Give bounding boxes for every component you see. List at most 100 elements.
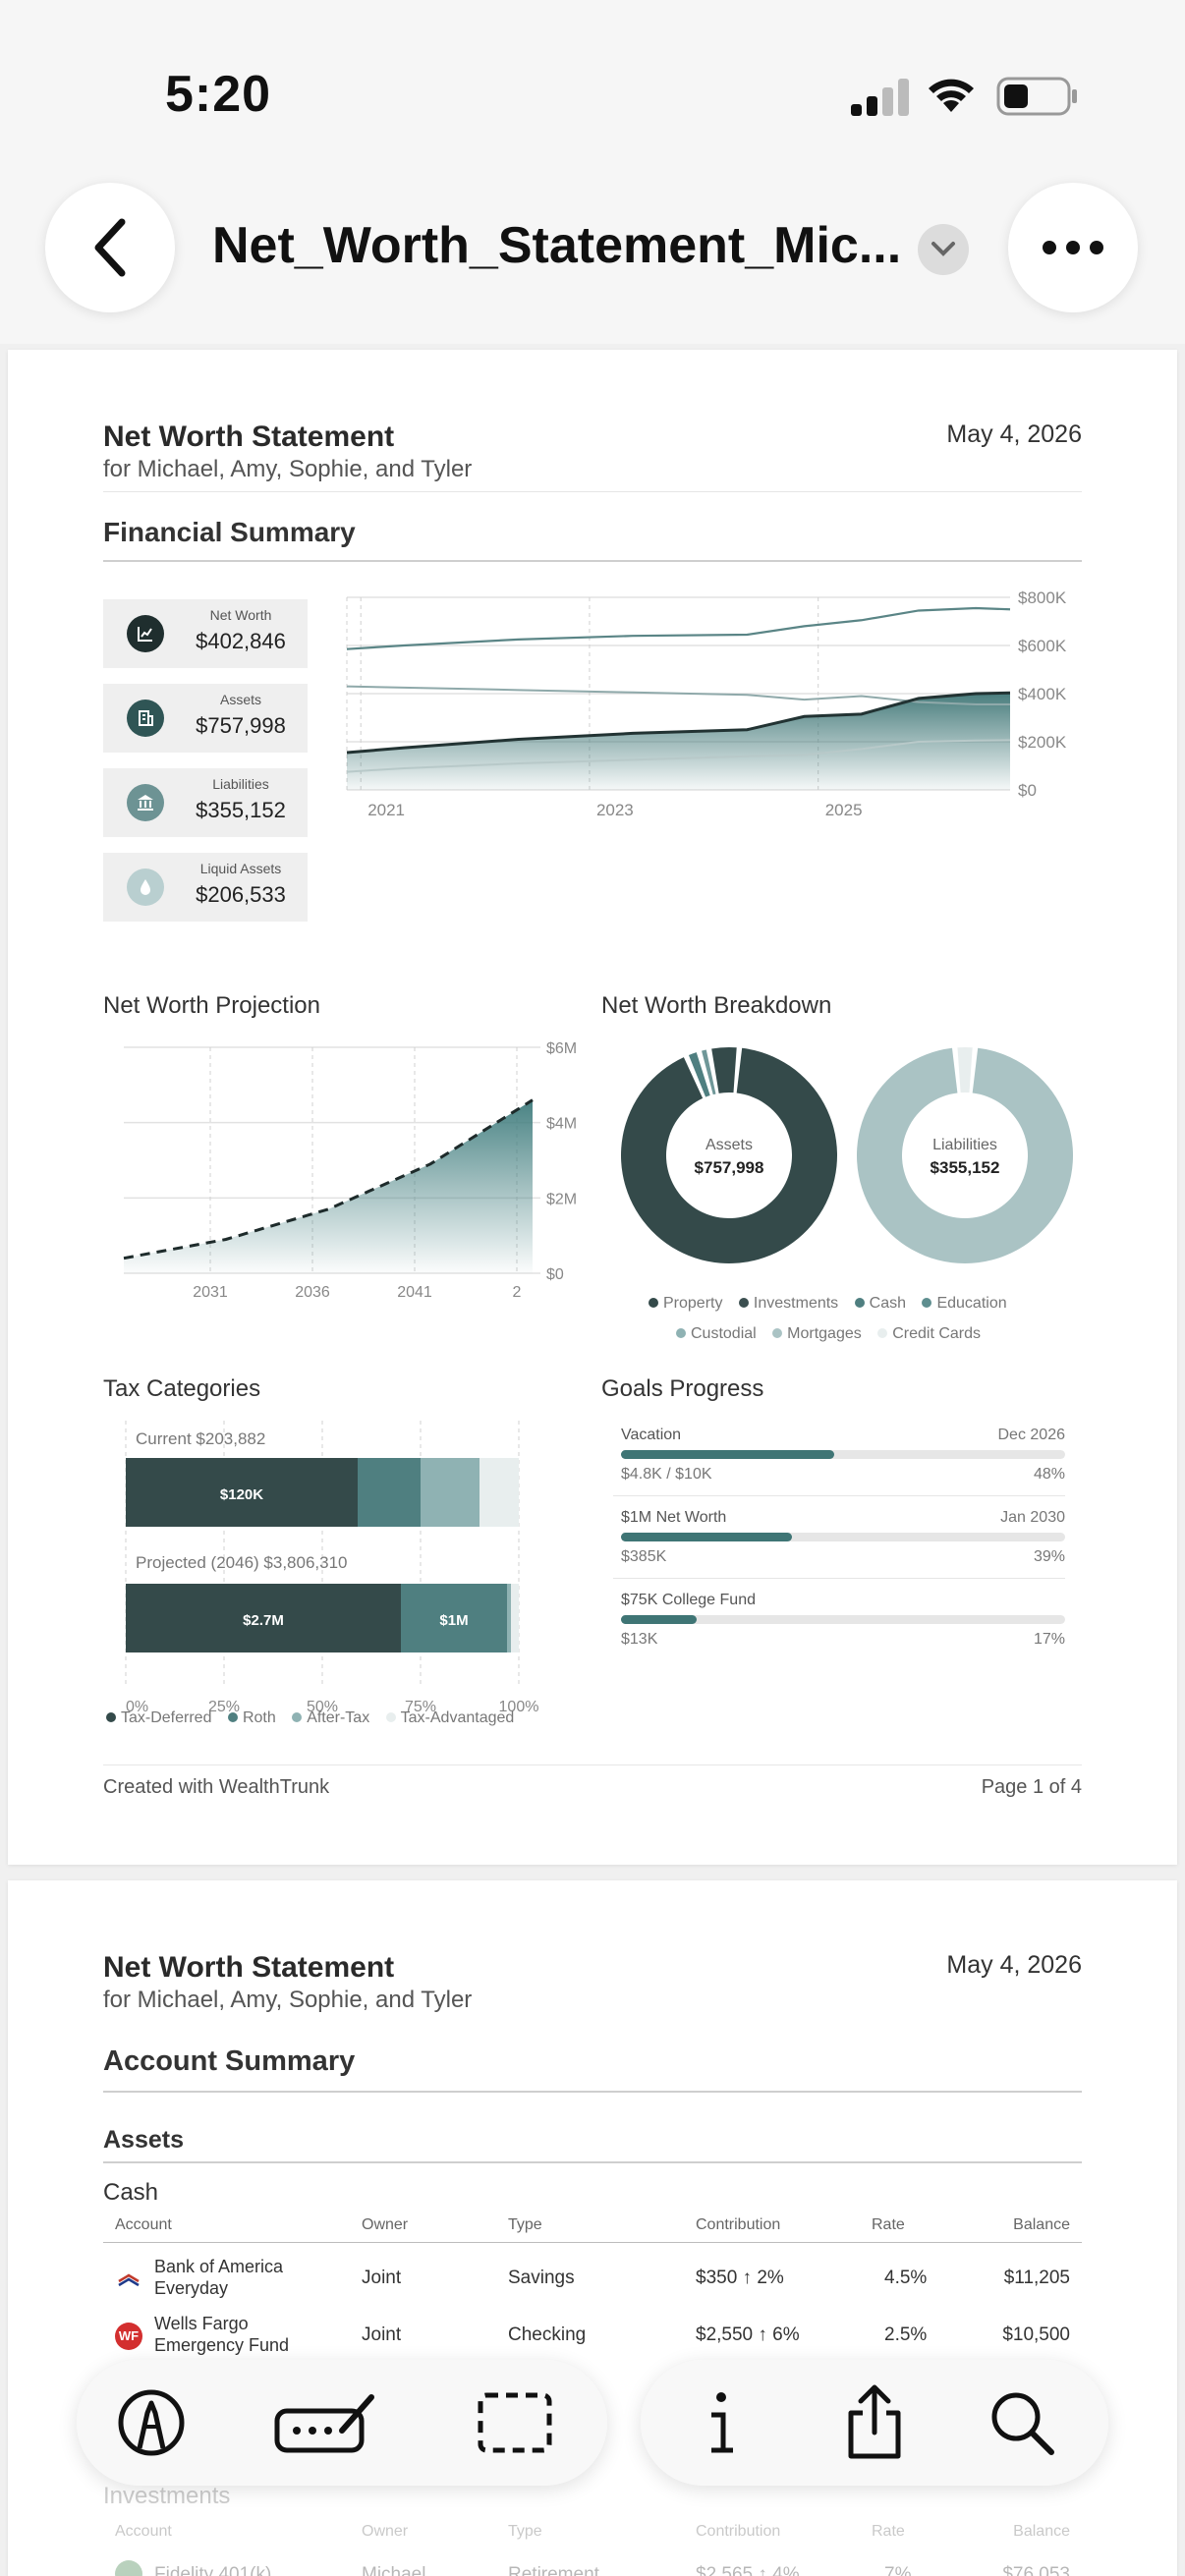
series-line-assets: [346, 606, 1011, 650]
legend-swatch: [106, 1712, 116, 1722]
goal-date: Jan 2030: [1000, 1509, 1065, 1526]
x-tick-label: 75%: [405, 1699, 436, 1715]
kpi-value: $206,533: [196, 882, 286, 907]
statement-date: May 4, 2026: [946, 1951, 1082, 1979]
legend-swatch: [922, 1298, 932, 1308]
search-icon: [991, 2392, 1054, 2455]
projection-area: [124, 1099, 533, 1273]
balance-cell: $76,053: [1002, 2564, 1070, 2576]
legend-swatch: [292, 1712, 303, 1722]
chevron-down-icon: [931, 242, 955, 256]
bar-segment-after-tax: [421, 1458, 480, 1527]
divider: [103, 2091, 1082, 2093]
x-tick-label: 2021: [367, 801, 405, 819]
document-toolbar: [641, 2360, 1108, 2486]
x-tick-label: 2036: [295, 1284, 330, 1301]
section-title: Financial Summary: [103, 517, 356, 547]
goal-percent: 48%: [1033, 1466, 1065, 1483]
column-header: Contribution: [696, 2523, 781, 2540]
goals-title: Goals Progress: [601, 1375, 764, 1402]
goal-progress-fill: [621, 1615, 697, 1624]
bar-group-label: Projected (2046) $3,806,310: [136, 1553, 348, 1572]
investments-heading: Investments: [103, 2483, 231, 2509]
x-tick-label: 2023: [596, 801, 634, 819]
y-tick-label: $2M: [546, 1191, 577, 1207]
table-row[interactable]: Fidelity 401(k) Michael Retirement $2,56…: [103, 2556, 1082, 2576]
goal-progress-bar: [621, 1450, 1065, 1459]
projection-title: Net Worth Projection: [103, 992, 320, 1019]
projection-line: [123, 1098, 534, 1260]
bar-group-label: Current $203,882: [136, 1429, 265, 1448]
cellular-signal-icon: [851, 79, 909, 116]
bar-segment-after-tax: [507, 1584, 511, 1652]
markup-toolbar: [77, 2360, 607, 2486]
info-button[interactable]: [680, 2381, 762, 2464]
account-name: Bank of America Everyday: [154, 2257, 284, 2298]
column-header: Rate: [872, 2216, 905, 2233]
status-bar: 5:20: [0, 0, 1185, 177]
column-header: Balance: [1013, 2523, 1070, 2540]
goal-progress-bar: [621, 1615, 1065, 1624]
divider: [103, 2161, 1082, 2163]
series-line-liquid-assets: [346, 739, 1011, 773]
fidelity-icon: [115, 2560, 142, 2576]
legend-item: Cash: [869, 1295, 906, 1312]
info-icon: [711, 2392, 733, 2453]
goal-progress-fill: [621, 1533, 793, 1541]
kpi-liquid-assets: Liquid Assets $206,533: [103, 853, 308, 922]
bar-data-label: $120K: [220, 1486, 263, 1503]
rate-cell: 4.5%: [884, 2268, 928, 2288]
goal-progress-fill: [621, 1450, 834, 1459]
goal-progress-bar: [621, 1533, 1065, 1541]
assets-slice: [702, 1049, 716, 1095]
kpi-net-worth: Net Worth $402,846: [103, 599, 308, 668]
legend-swatch: [676, 1328, 686, 1338]
bank-of-america-icon: [118, 2273, 140, 2287]
type-cell: Retirement: [508, 2564, 599, 2576]
legend-swatch: [738, 1298, 749, 1308]
type-cell: Savings: [508, 2268, 575, 2288]
document-title[interactable]: Net_Worth_Statement_Mic...: [212, 217, 900, 274]
x-tick-label: 25%: [208, 1699, 240, 1715]
search-button[interactable]: [981, 2381, 1063, 2464]
dashed-rectangle-icon: [478, 2392, 552, 2453]
kpi-label: Net Worth: [209, 607, 272, 623]
kpi-value: $402,846: [196, 629, 286, 653]
title-menu-button[interactable]: [918, 224, 969, 275]
table-row[interactable]: WF Wells Fargo Emergency Fund Joint Chec…: [103, 2309, 1082, 2362]
column-header: Owner: [362, 2216, 409, 2233]
breakdown-title: Net Worth Breakdown: [601, 992, 832, 1019]
y-tick-label: $0: [546, 1266, 564, 1283]
footer-credit: Created with WealthTrunk: [103, 1776, 330, 1798]
kpi-label: Liquid Assets: [199, 861, 282, 876]
series-line-liabilities: [346, 685, 1010, 706]
select-area-button[interactable]: [474, 2381, 556, 2464]
liabilities-slice: [957, 1047, 973, 1093]
table-row[interactable]: Bank of America Everyday Joint Savings $…: [103, 2252, 1082, 2305]
bar-segment-tax-advantaged: [511, 1584, 519, 1652]
account-name: Fidelity 401(k): [154, 2564, 272, 2576]
goal-amount: $13K: [621, 1631, 658, 1648]
more-button[interactable]: [1008, 183, 1138, 312]
statement-subtitle: for Michael, Amy, Sophie, and Tyler: [103, 456, 473, 482]
cash-heading: Cash: [103, 2179, 159, 2206]
account-name: Wells Fargo Emergency Fund: [154, 2314, 290, 2355]
divider: [103, 1764, 1082, 1765]
pen-markup-button[interactable]: [110, 2381, 193, 2464]
section-title: Account Summary: [103, 2045, 356, 2077]
kpi-value: $355,152: [196, 798, 286, 822]
divider: [103, 2242, 1082, 2243]
x-tick-label: 2025: [825, 801, 863, 819]
share-button[interactable]: [833, 2381, 916, 2464]
legend-item: After-Tax: [307, 1709, 370, 1726]
bar-segment-tax-deferred: [126, 1584, 401, 1652]
legend-item: Property: [663, 1295, 723, 1312]
goal-amount: $4.8K / $10K: [621, 1466, 712, 1483]
legend-swatch: [772, 1328, 783, 1338]
y-tick-label: $6M: [546, 1040, 577, 1057]
navigation-bar: [0, 177, 1185, 344]
y-tick-label: $0: [1018, 781, 1037, 800]
back-button[interactable]: [45, 183, 175, 312]
building-icon: [127, 700, 164, 737]
signature-button[interactable]: [273, 2381, 381, 2464]
